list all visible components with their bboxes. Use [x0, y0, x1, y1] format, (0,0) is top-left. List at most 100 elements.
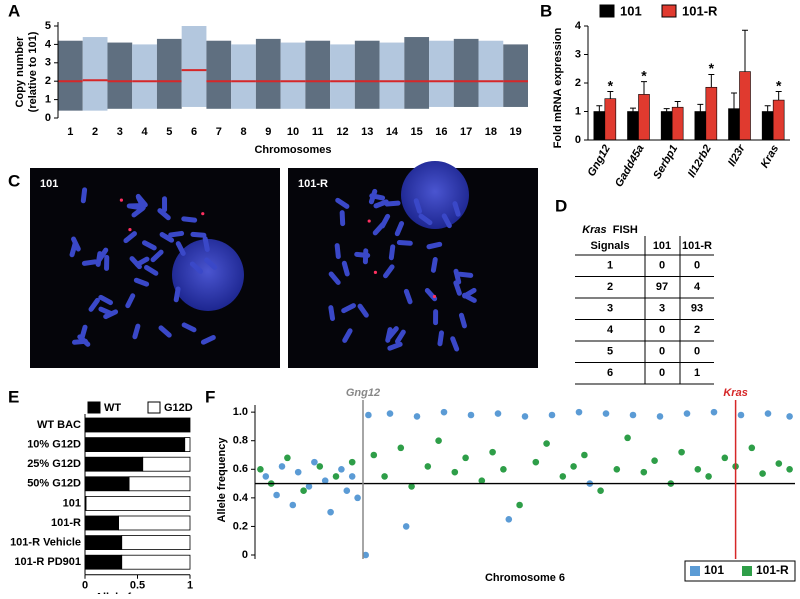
table-cell: 0 — [659, 260, 665, 272]
y-tick-label: 4 — [575, 20, 582, 32]
bar-segment — [85, 495, 191, 511]
bar-segment — [84, 437, 186, 453]
bar-segment — [84, 515, 119, 531]
x-tick-label: Gadd45a — [613, 143, 647, 189]
chromosome — [341, 260, 350, 277]
chromosome — [452, 201, 461, 217]
x-tick-label: 18 — [485, 126, 497, 138]
chromosome — [418, 213, 433, 226]
chromosome — [158, 325, 172, 338]
chromosome — [141, 240, 157, 251]
table-cell: 2 — [694, 324, 700, 336]
point — [332, 473, 340, 480]
significance: * — [776, 77, 782, 93]
chromosome — [173, 286, 181, 303]
point — [678, 448, 685, 456]
point — [532, 458, 540, 466]
chromosome — [394, 329, 406, 344]
chromosome — [150, 249, 164, 263]
point — [289, 501, 297, 509]
y-axis-label: Allele frequency — [216, 437, 228, 523]
point — [362, 551, 370, 559]
point — [721, 454, 729, 462]
point — [651, 457, 658, 465]
chromosome — [394, 221, 405, 237]
y-tick-label: 50% G12D — [27, 478, 81, 490]
bar — [604, 98, 617, 141]
chromosome — [77, 334, 91, 347]
point — [440, 408, 448, 416]
x-tick-label: 7 — [216, 126, 222, 138]
error-bar — [708, 73, 715, 88]
table-header: Signals — [590, 240, 629, 252]
chromosome — [181, 216, 198, 223]
x-tick-label: 1 — [67, 126, 73, 138]
point — [775, 460, 783, 467]
table-cell: 1 — [607, 260, 613, 272]
point — [338, 465, 345, 473]
micrograph-right — [288, 161, 538, 368]
copy-number-cloud — [280, 42, 306, 109]
chromosome — [175, 241, 186, 256]
chromosome — [126, 203, 143, 209]
error-bar — [697, 103, 704, 112]
legend-swatch — [147, 401, 161, 414]
chromosome — [354, 251, 371, 258]
x-tick-label: 9 — [265, 126, 271, 138]
fish-signal — [367, 219, 371, 223]
y-tick-label: 5 — [45, 20, 51, 32]
table-cell: 1 — [694, 367, 700, 379]
y-tick-label: 0 — [45, 112, 51, 124]
gene-label: Kras — [723, 387, 747, 399]
y-tick-label: 2 — [575, 77, 581, 89]
point — [402, 523, 410, 530]
copy-number-cloud — [58, 40, 83, 111]
chromosome — [385, 327, 393, 343]
bar-segment — [121, 554, 191, 570]
point — [764, 410, 772, 417]
point — [748, 444, 756, 452]
y-tick-label: 10% G12D — [27, 439, 81, 451]
image-label: 101-R — [298, 178, 328, 190]
chromosome — [458, 312, 467, 329]
x-tick-label: 16 — [435, 126, 447, 138]
legend-swatch — [661, 4, 677, 18]
y-tick-label: 0.6 — [233, 463, 248, 475]
error-bar — [596, 105, 603, 112]
chromosome — [339, 210, 346, 227]
table-header-gene: Kras — [582, 224, 606, 236]
point — [570, 463, 577, 470]
point — [521, 413, 529, 420]
table-cell: 0 — [659, 346, 665, 358]
legend-label: 101-R — [682, 3, 718, 18]
point — [284, 454, 291, 462]
chromosome — [104, 254, 110, 271]
chromosome — [403, 288, 413, 305]
legend-box — [684, 560, 796, 582]
y-tick-label: 0 — [242, 549, 248, 561]
copy-number-cloud — [132, 44, 157, 109]
bar-segment — [184, 437, 191, 453]
table-cell: 0 — [659, 324, 665, 336]
x-tick-label: 6 — [191, 126, 197, 138]
y-tick-label: 0.4 — [233, 492, 249, 504]
y-tick-label: 1 — [45, 94, 51, 106]
copy-number-cloud — [181, 26, 207, 107]
table-cell: 97 — [656, 281, 668, 293]
point — [694, 465, 702, 473]
table-cell: 6 — [607, 367, 613, 379]
legend-swatch — [87, 401, 101, 414]
x-axis-label: Chromosome 6 — [485, 572, 565, 584]
point — [624, 434, 631, 442]
y-tick-label: 1.0 — [233, 406, 248, 418]
x-tick-label: 4 — [142, 126, 149, 138]
point — [656, 413, 664, 420]
error-bar — [775, 91, 782, 101]
x-tick-label: 5 — [166, 126, 172, 138]
x-tick-label: 19 — [510, 126, 522, 138]
bar — [671, 106, 684, 141]
panel-label: B — [540, 1, 552, 20]
x-tick-label: 0.5 — [130, 580, 145, 592]
bar — [772, 99, 785, 141]
nucleus — [401, 161, 469, 229]
